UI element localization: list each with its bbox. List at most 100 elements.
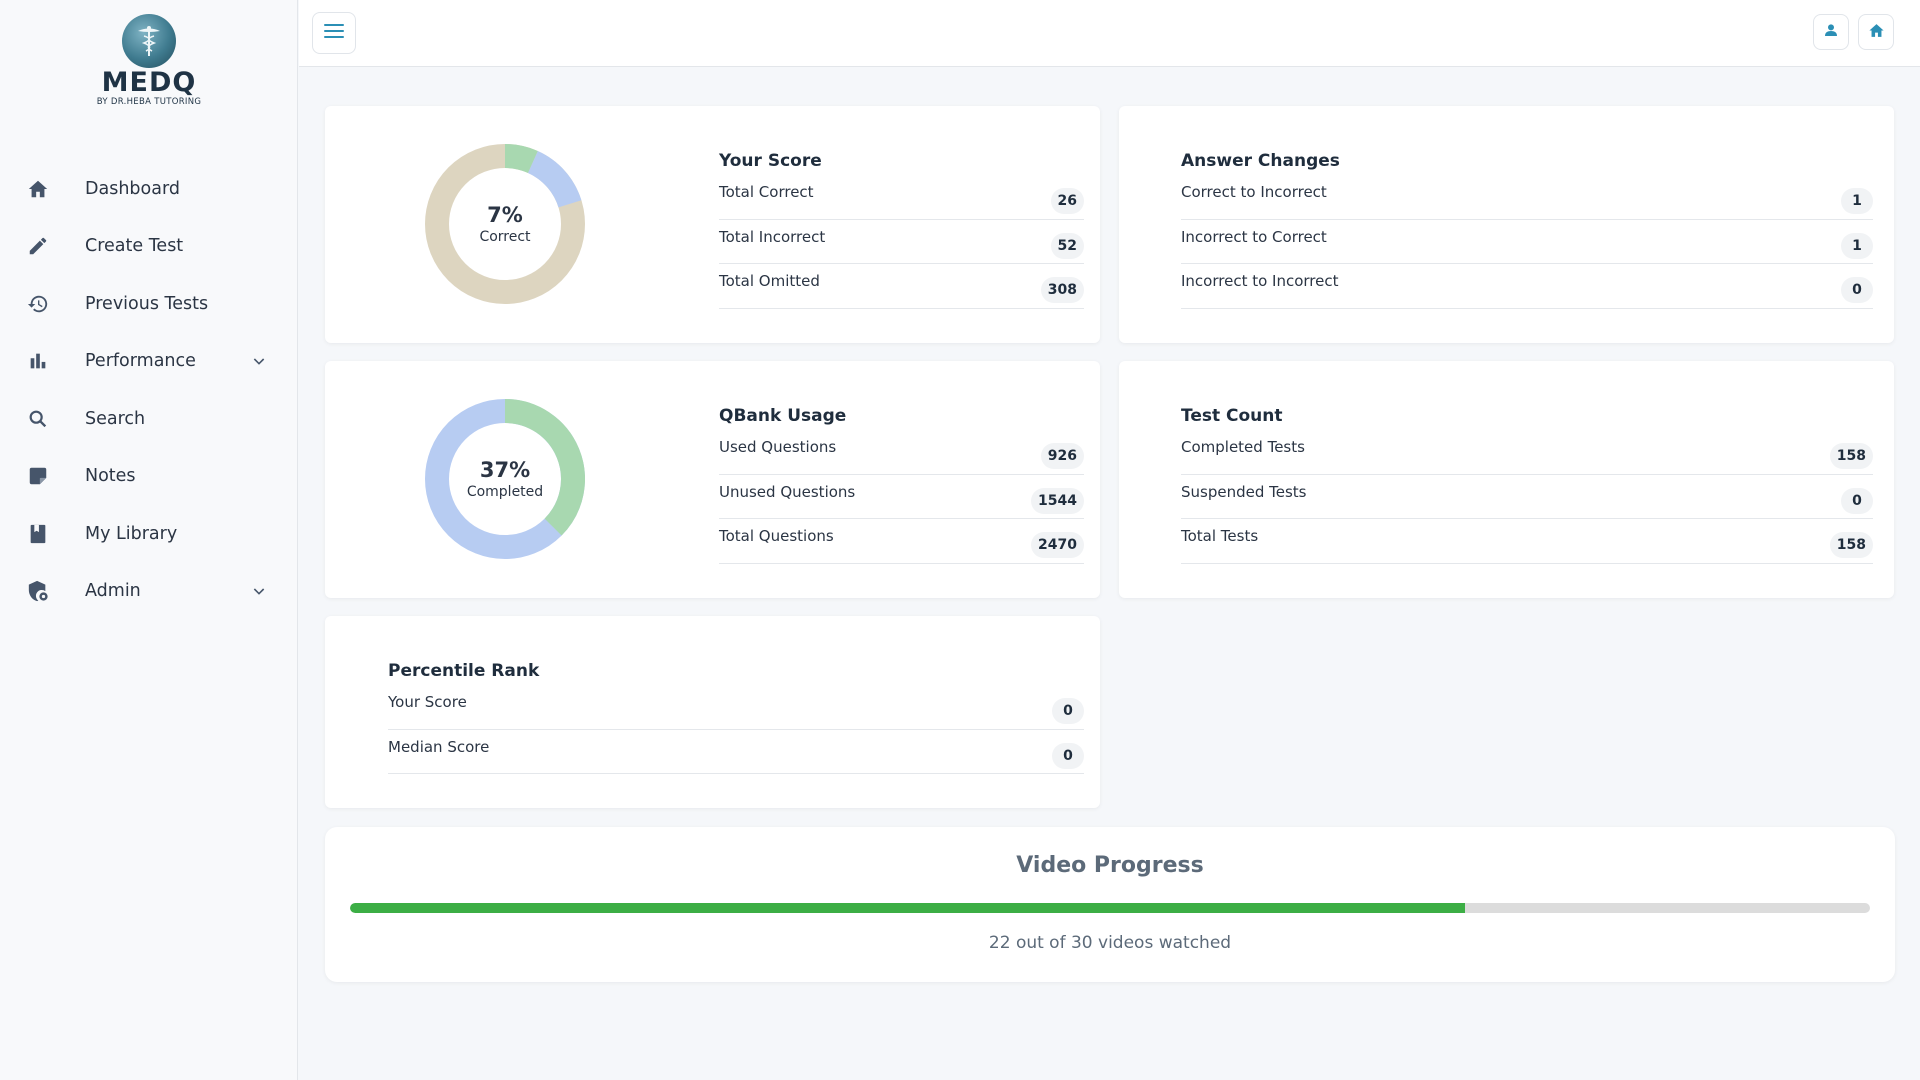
sidebar-item-performance[interactable]: Performance xyxy=(0,333,298,391)
stat-badge: 158 xyxy=(1829,532,1873,558)
sidebar-item-label: Notes xyxy=(85,466,136,487)
sidebar-item-label: Create Test xyxy=(85,236,184,257)
stat-row: Total Correct 26 xyxy=(719,175,1084,220)
stat-row: Used Questions 926 xyxy=(719,430,1084,475)
test-count-stats: Test Count Completed Tests 158 Suspended … xyxy=(1181,406,1873,564)
qbank-title: QBank Usage xyxy=(719,406,847,426)
stat-badge: 1544 xyxy=(1031,487,1084,514)
sidebar-item-search[interactable]: Search xyxy=(0,390,298,448)
sidebar-item-label: Performance xyxy=(85,351,196,372)
note-icon xyxy=(26,464,50,488)
brand-tagline: BY DR.HEBA TUTORING xyxy=(96,97,202,107)
sidebar-item-admin[interactable]: Admin xyxy=(0,563,298,621)
stat-row: Total Tests 158 xyxy=(1181,519,1873,564)
donut-segment-correct xyxy=(504,144,538,174)
chevron-down-icon[interactable] xyxy=(248,580,270,602)
brand-logo[interactable]: MEDQ BY DR.HEBA TUTORING xyxy=(0,14,298,107)
history-icon xyxy=(26,292,50,316)
sidebar-item-label: Admin xyxy=(85,581,141,602)
sidebar-item-label: My Library xyxy=(85,523,178,544)
answer-changes-card: Answer Changes Correct to Incorrect 1 Inc… xyxy=(1119,106,1894,343)
home-icon xyxy=(26,177,50,201)
stat-label: Incorrect to Incorrect xyxy=(1181,272,1339,290)
profile-button[interactable] xyxy=(1813,14,1849,50)
stat-badge: 0 xyxy=(1841,487,1873,514)
menu-toggle-button[interactable] xyxy=(312,12,356,54)
sidebar-item-notes[interactable]: Notes xyxy=(0,448,298,506)
stat-label: Total Tests xyxy=(1181,527,1259,545)
stat-badge: 0 xyxy=(1052,698,1084,724)
answer-changes-stats: Answer Changes Correct to Incorrect 1 Inc… xyxy=(1181,151,1873,309)
stat-label: Incorrect to Correct xyxy=(1181,227,1327,246)
stat-label: Used Questions xyxy=(719,438,837,456)
qbank-percent: 37% xyxy=(479,458,531,482)
percentile-stats: Percentile Rank Your Score 0 Median Score… xyxy=(388,661,1084,774)
book-icon xyxy=(26,522,50,546)
test-count-title: Test Count xyxy=(1181,406,1283,426)
score-donut-svg xyxy=(425,144,585,304)
stat-row: Total Questions 2470 xyxy=(719,519,1084,564)
search-icon xyxy=(26,407,50,431)
stat-row: Correct to Incorrect 1 xyxy=(1181,175,1873,220)
stat-row: Incorrect to Correct 1 xyxy=(1181,220,1873,264)
stat-label: Completed Tests xyxy=(1181,438,1305,456)
sidebar-item-label: Previous Tests xyxy=(85,293,209,314)
home-button[interactable] xyxy=(1858,14,1894,50)
test-count-card: Test Count Completed Tests 158 Suspended … xyxy=(1119,361,1894,598)
stat-badge: 26 xyxy=(1050,188,1084,214)
stat-row: Completed Tests 158 xyxy=(1181,430,1873,475)
qbank-donut-svg xyxy=(425,399,585,559)
stat-row: Your Score 0 xyxy=(388,685,1084,730)
home-icon xyxy=(1868,22,1885,43)
stat-label: Total Incorrect xyxy=(719,227,826,246)
hamburger-icon xyxy=(323,22,345,44)
sidebar-item-my-library[interactable]: My Library xyxy=(0,505,298,563)
stat-label: Total Omitted xyxy=(719,272,820,290)
percentile-title: Percentile Rank xyxy=(388,661,540,681)
stat-label: Total Questions xyxy=(719,527,834,545)
stat-badge: 926 xyxy=(1040,443,1084,469)
stat-row: Unused Questions 1544 xyxy=(719,475,1084,519)
stat-label: Suspended Tests xyxy=(1181,482,1307,501)
score-title: Your Score xyxy=(719,151,822,171)
chevron-down-icon[interactable] xyxy=(248,350,270,372)
score-percent: 7% xyxy=(487,203,523,227)
video-progress-title: Video Progress xyxy=(1016,853,1204,878)
score-percent-label: Correct xyxy=(479,229,531,245)
qbank-percent-label: Completed xyxy=(466,484,544,500)
sidebar-item-label: Search xyxy=(85,408,146,429)
sidebar-item-dashboard[interactable]: Dashboard xyxy=(0,160,298,218)
sidebar-item-previous-tests[interactable]: Previous Tests xyxy=(0,275,298,333)
percentile-card: Percentile Rank Your Score 0 Median Score… xyxy=(325,616,1100,808)
answer-changes-title: Answer Changes xyxy=(1181,151,1340,171)
stat-badge: 158 xyxy=(1829,443,1873,469)
qbank-card: 37% Completed QBank Usage Used Questions… xyxy=(325,361,1100,598)
stat-badge: 52 xyxy=(1050,232,1084,259)
video-progress-card: Video Progress 22 out of 30 videos watch… xyxy=(325,827,1895,982)
stat-badge: 1 xyxy=(1841,188,1873,214)
stat-label: Unused Questions xyxy=(719,482,856,501)
user-icon xyxy=(1823,22,1839,42)
stat-badge: 308 xyxy=(1040,277,1084,303)
bar-chart-icon xyxy=(26,349,50,373)
sidebar-item-create-test[interactable]: Create Test xyxy=(0,218,298,276)
sidebar-item-label: Dashboard xyxy=(85,178,180,199)
brand-name: MEDQ xyxy=(101,67,197,98)
donut-segment-incorrect xyxy=(527,151,582,208)
donut-segment-used xyxy=(504,399,585,536)
qbank-donut-chart: 37% Completed xyxy=(425,399,585,559)
video-progress-bar xyxy=(350,903,1870,913)
sidebar: MEDQ BY DR.HEBA TUTORING Dashboard Creat… xyxy=(0,0,298,1080)
score-card: 7% Correct Your Score Total Correct 26 To… xyxy=(325,106,1100,343)
video-progress-text: 22 out of 30 videos watched xyxy=(988,933,1232,953)
sidebar-nav: Dashboard Create Test Previous Tests Per… xyxy=(0,160,298,620)
caduceus-emblem-icon xyxy=(122,14,176,68)
pencil-icon xyxy=(26,234,50,258)
stat-row: Total Incorrect 52 xyxy=(719,220,1084,264)
top-bar xyxy=(299,0,1920,67)
stat-label: Correct to Incorrect xyxy=(1181,183,1327,201)
stat-label: Your Score xyxy=(388,693,467,711)
admin-shield-icon xyxy=(26,579,50,603)
stat-badge: 1 xyxy=(1841,232,1873,259)
stat-badge: 2470 xyxy=(1031,532,1084,558)
